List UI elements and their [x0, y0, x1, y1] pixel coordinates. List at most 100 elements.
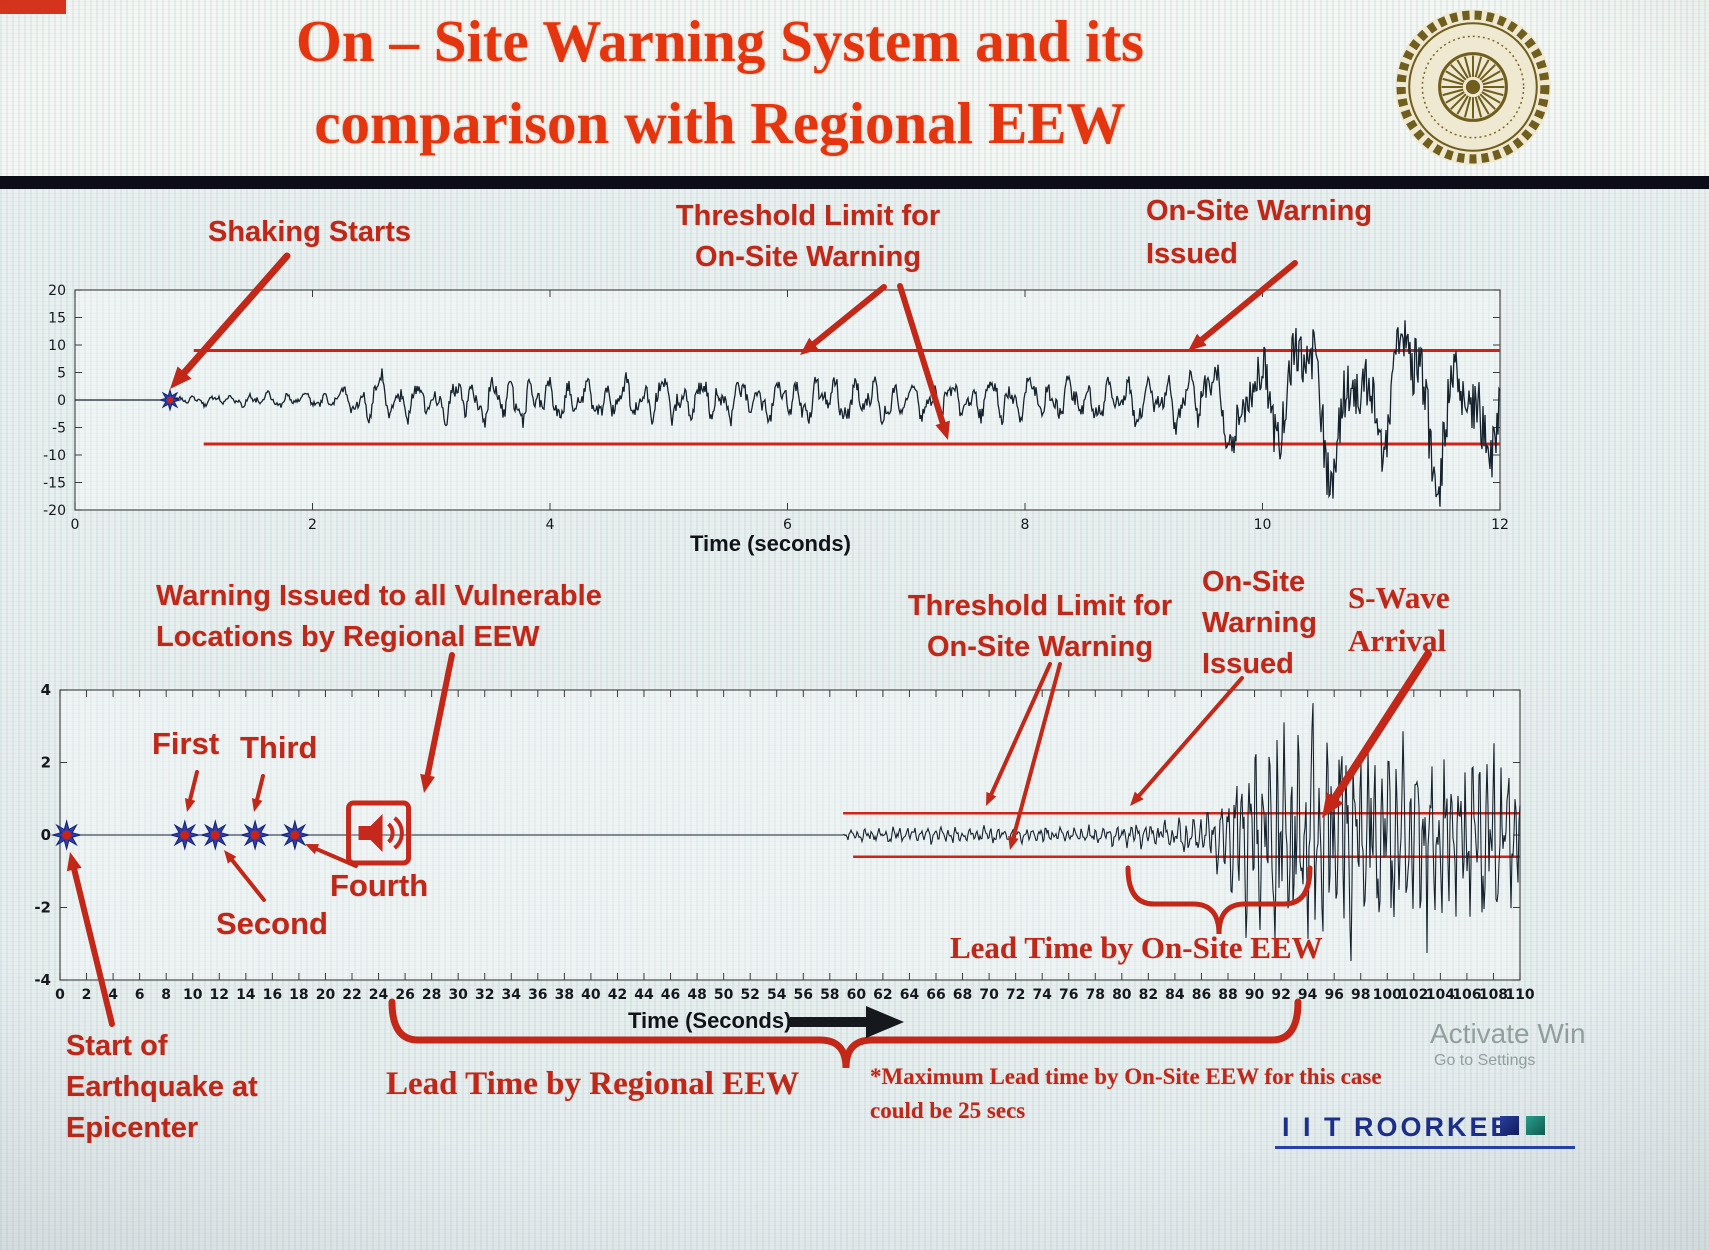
bottom-x-tick-label: 16	[263, 987, 282, 1003]
bottom-x-tick-label: 48	[687, 987, 706, 1003]
arrow-fourth-shaft	[314, 847, 358, 868]
bottom-x-tick-label: 56	[794, 987, 813, 1003]
arrow-threshold-bottom-b-shaft	[1011, 662, 1062, 840]
slide-title: On – Site Warning System and its compari…	[100, 0, 1340, 164]
bottom-x-tick-label: 96	[1324, 987, 1343, 1003]
windows-activate-watermark: Activate Win	[1430, 1018, 1586, 1049]
slide-title-line1: On – Site Warning System and its	[295, 8, 1144, 74]
bottom-x-tick-label: 36	[528, 987, 547, 1003]
top-x-tick-label: 2	[308, 517, 317, 533]
annotation-fourth: Fourth	[330, 868, 429, 903]
logo-spoke	[1463, 56, 1472, 78]
logo-spoke	[1456, 95, 1469, 115]
bottom-x-tick-label: 50	[714, 987, 734, 1003]
arrow-onsite-issued-top-head	[1188, 333, 1207, 351]
lead-time-regional-brace	[388, 998, 1302, 1069]
annotation-threshold-limit-bottom: Threshold Limit for On-Site Warning	[898, 586, 1182, 668]
bottom-x-tick-label: 52	[740, 987, 759, 1003]
bottom-x-tick-label: 34	[502, 987, 522, 1003]
bottom-x-tick-label: 82	[1139, 987, 1158, 1003]
logo-spoke	[1474, 56, 1483, 78]
bottom-x-tick-label: 30	[448, 987, 468, 1003]
bottom-x-tick-label: 44	[634, 987, 654, 1003]
bottom-x-tick-label: 80	[1112, 987, 1132, 1003]
bottom-x-tick-label: 68	[953, 987, 972, 1003]
top-seismogram-waveform	[75, 320, 1501, 507]
brand-square-teal	[1526, 1116, 1545, 1135]
bottom-chart-x-axis-label: Time (Seconds)	[628, 1008, 792, 1033]
bottom-x-tick-label: 106	[1452, 987, 1481, 1003]
header-divider	[0, 176, 1709, 189]
logo-wheel-hub	[1465, 79, 1481, 95]
bottom-x-tick-label: 46	[661, 987, 680, 1003]
bottom-x-tick-label: 102	[1399, 987, 1428, 1003]
bottom-x-tick-label: 42	[608, 987, 627, 1003]
windows-activate-watermark-sub: Go to Settings	[1434, 1052, 1536, 1069]
arrow-shaking-starts-shaft	[181, 252, 291, 376]
bottom-x-tick-label: 108	[1479, 987, 1508, 1003]
p-wave-detection-star-1-center	[62, 830, 72, 840]
bottom-x-tick-label: 88	[1218, 987, 1237, 1003]
annotation-onsite-warning-issued-bottom-line3: Issued	[1202, 648, 1294, 680]
lead-time-onsite-brace	[1125, 865, 1313, 935]
annotation-s-wave-arrival-line1: S-Wave	[1348, 580, 1450, 615]
annotation-onsite-warning-issued-top-line2: Issued	[1146, 238, 1238, 270]
logo-spoke	[1479, 93, 1496, 110]
arrow-start-epicenter-shaft	[71, 866, 115, 1027]
top-y-tick-label: 10	[48, 338, 66, 354]
annotation-third: Third	[240, 730, 318, 765]
top-y-tick-label: 20	[48, 283, 66, 299]
arrow-start-epicenter-head	[66, 852, 82, 872]
bottom-x-tick-label: 64	[900, 987, 920, 1003]
logo-spoke	[1450, 64, 1467, 81]
arrow-threshold-top-a-shaft	[810, 284, 887, 347]
logo-spoke	[1479, 64, 1496, 81]
bottom-y-tick-label: 4	[41, 681, 51, 699]
annotation-threshold-limit-top-line1: Threshold Limit for	[675, 200, 941, 232]
p-wave-detection-star-3	[199, 819, 232, 851]
annotation-first: First	[152, 726, 220, 761]
annotation-onsite-warning-issued-bottom: On-Site Warning Issued	[1202, 562, 1317, 685]
slide-corner-mark	[0, 0, 66, 14]
bottom-x-tick-label: 94	[1298, 987, 1318, 1003]
slide-title-line2: comparison with Regional EEW	[314, 90, 1126, 156]
arrow-onsite-issued-bottom-shaft	[1137, 676, 1244, 798]
annotation-threshold-limit-top: Threshold Limit for On-Site Warning	[666, 196, 950, 278]
bottom-x-tick-label: 100	[1373, 987, 1402, 1003]
top-x-tick-label: 10	[1254, 517, 1272, 533]
bottom-x-tick-label: 26	[395, 987, 414, 1003]
arrow-s-wave-arrival-shaft	[1331, 650, 1432, 802]
annotation-s-wave-arrival-line2: Arrival	[1348, 623, 1447, 658]
bottom-x-tick-label: 110	[1505, 987, 1534, 1003]
logo-spoke	[1474, 96, 1483, 118]
p-wave-detection-star-5	[278, 819, 311, 851]
shaking-start-star-center	[166, 396, 174, 404]
annotation-threshold-limit-bottom-line2: On-Site Warning	[926, 631, 1154, 663]
top-x-tick-label: 4	[546, 517, 555, 533]
bottom-x-tick-label: 76	[1059, 987, 1078, 1003]
annotation-start-epicenter-line2: Earthquake at	[66, 1071, 258, 1103]
arrow-second-head	[224, 850, 237, 864]
logo-spoke	[1481, 91, 1501, 104]
annotation-second: Second	[216, 906, 328, 941]
logo-spoke	[1450, 93, 1467, 110]
top-y-tick-label: -15	[43, 476, 66, 492]
bottom-x-tick-label: 0	[55, 987, 65, 1003]
logo-spoke	[1482, 88, 1504, 97]
p-wave-detection-star-2	[168, 819, 201, 851]
annotation-regional-warning-line2: Locations by Regional EEW	[156, 621, 540, 653]
bottom-x-tick-label: 74	[1032, 987, 1052, 1003]
bottom-x-tick-label: 32	[475, 987, 494, 1003]
logo-wheel-spokes	[1441, 55, 1505, 119]
logo-spoke	[1442, 77, 1464, 86]
iit-roorkee-logo	[1395, 9, 1551, 165]
logo-spoke	[1482, 77, 1504, 86]
logo-inner-ring	[1408, 22, 1538, 152]
bottom-x-tick-label: 14	[236, 987, 256, 1003]
top-y-tick-label: 15	[48, 311, 66, 327]
p-wave-detection-star-5-center	[290, 830, 300, 840]
bottom-x-tick-label: 84	[1165, 987, 1185, 1003]
annotation-start-epicenter: Start of Earthquake at Epicenter	[66, 1026, 258, 1149]
annotation-onsite-warning-issued-bottom-line1: On-Site	[1202, 566, 1306, 598]
